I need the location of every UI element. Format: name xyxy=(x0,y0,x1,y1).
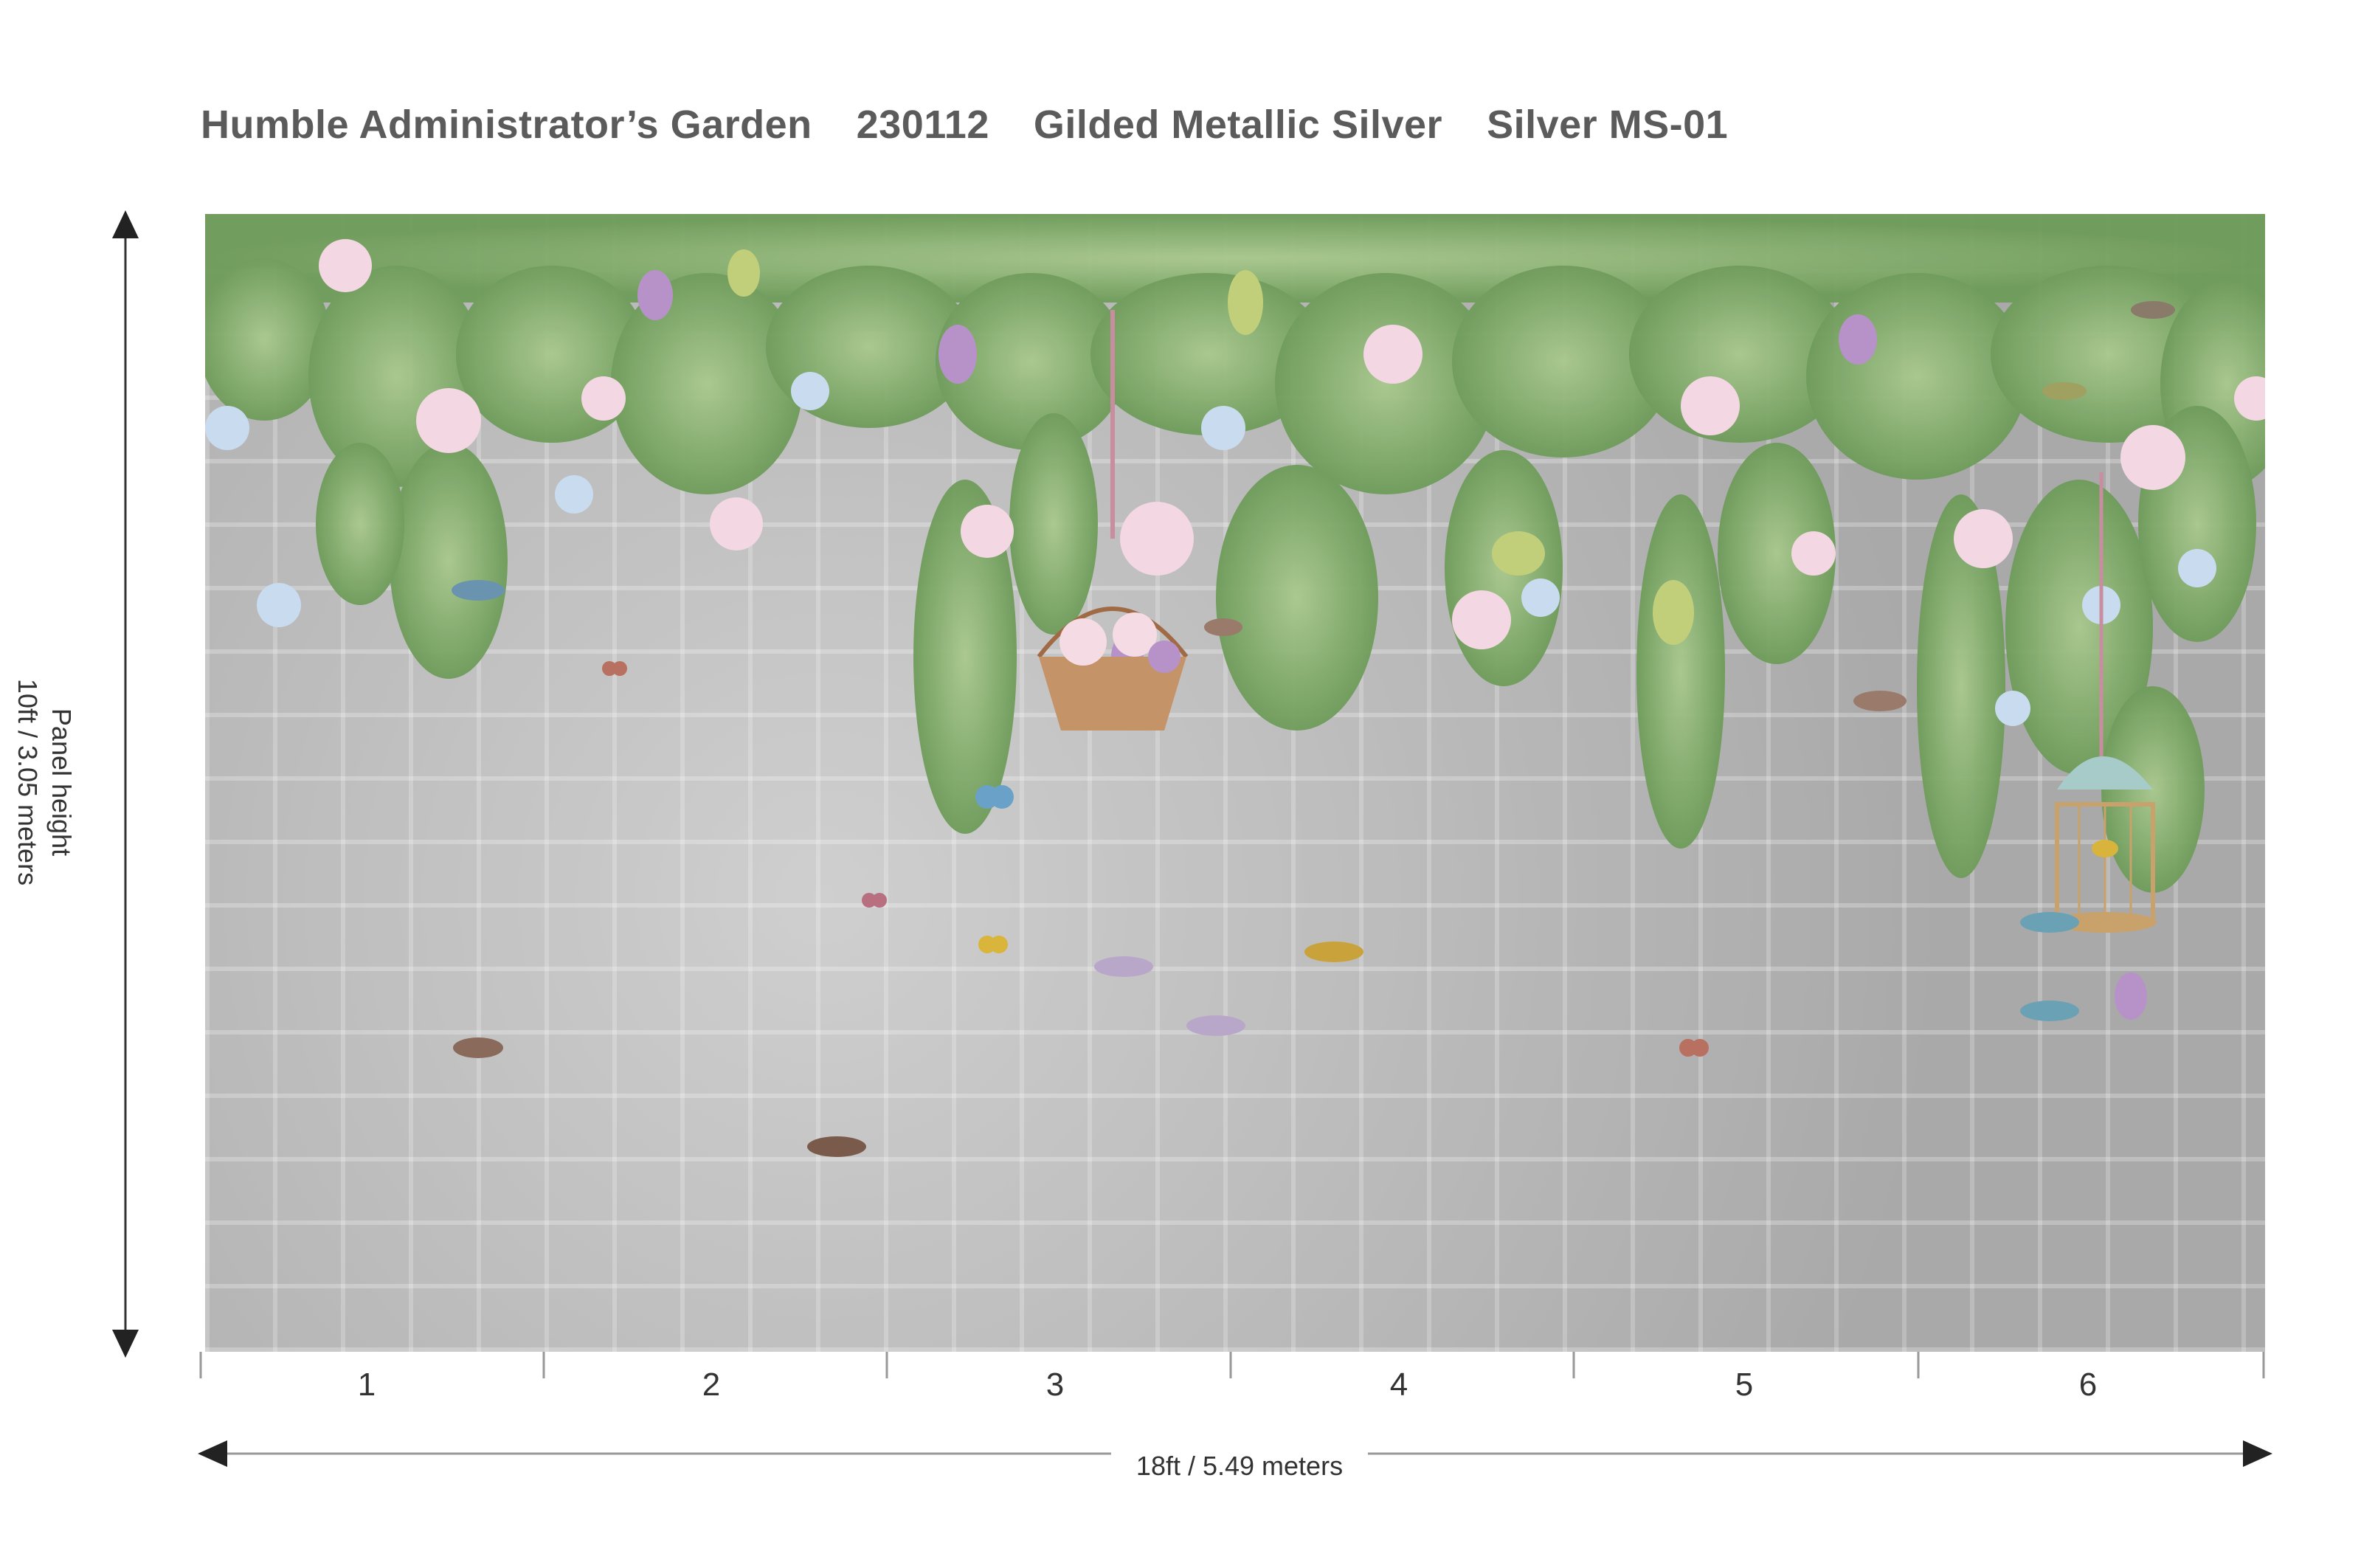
panel-ruler xyxy=(199,1352,2265,1378)
panel-number-5: 5 xyxy=(1735,1367,1754,1403)
panel-number-2: 2 xyxy=(702,1367,721,1403)
panel-number-3: 3 xyxy=(1045,1367,1065,1403)
panel-number-6: 6 xyxy=(2078,1367,2098,1403)
hanging-basket-icon xyxy=(1037,310,1189,731)
colorway-name: Silver MS-01 xyxy=(1487,103,1729,147)
birdcage-icon xyxy=(2053,472,2157,933)
height-label: Panel height 10ft / 3.05 meters xyxy=(10,679,78,885)
pattern-code: 230112 xyxy=(856,103,989,147)
width-label: 18ft / 5.49 meters xyxy=(1110,1451,1369,1482)
pattern-name: Humble Administrator’s Garden xyxy=(201,103,812,147)
mural-illustration xyxy=(205,214,2265,1157)
bird-icon xyxy=(452,301,2175,1157)
panel-number-1: 1 xyxy=(357,1367,376,1403)
height-label-title: Panel height xyxy=(46,708,77,857)
height-dimension-arrow xyxy=(112,210,139,1358)
panel-number-4: 4 xyxy=(1389,1367,1408,1403)
finish-name: Gilded Metallic Silver xyxy=(1033,103,1443,147)
mural-preview xyxy=(205,214,2265,1352)
height-label-value: 10ft / 3.05 meters xyxy=(13,678,43,886)
page-title: Humble Administrator’s Garden 230112 Gilde… xyxy=(201,102,1772,148)
butterfly-icon xyxy=(602,661,1709,1057)
